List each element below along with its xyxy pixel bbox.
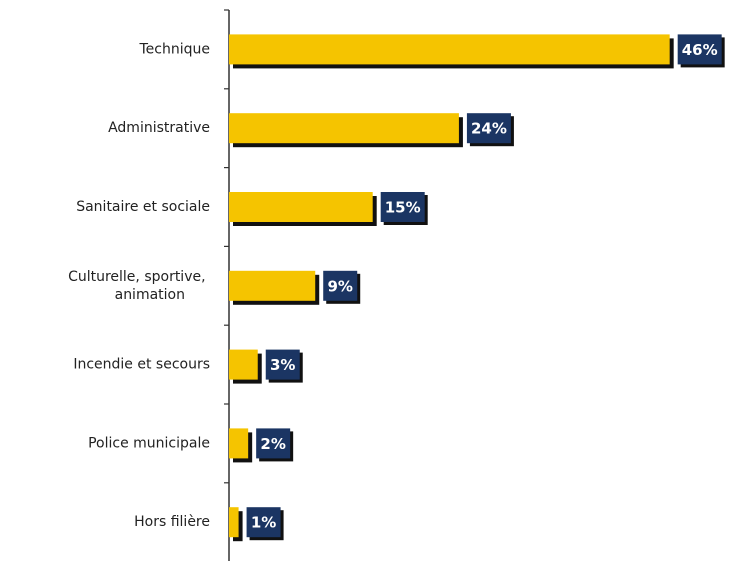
bar <box>229 507 239 538</box>
bar <box>229 192 373 222</box>
bar <box>229 34 670 65</box>
value-label-box <box>256 428 291 459</box>
category-label: Incendie et secours <box>73 357 210 373</box>
category-label: Sanitaire et sociale <box>76 199 210 215</box>
category-label: Hors filière <box>134 514 210 530</box>
value-label-box <box>265 349 300 380</box>
value-label: 1% <box>251 514 276 532</box>
category-label: Administrative <box>108 120 210 136</box>
value-label-box <box>466 113 511 144</box>
value-label: 2% <box>260 435 285 453</box>
value-label-box <box>380 192 425 222</box>
value-label-box <box>677 34 722 65</box>
bar <box>229 428 249 459</box>
value-label-box <box>246 507 281 538</box>
category-label: Culturelle, sportive, animation <box>68 269 210 303</box>
value-label: 9% <box>327 277 352 295</box>
value-label: 46% <box>682 41 718 59</box>
value-label: 24% <box>471 120 507 138</box>
category-label: Police municipale <box>88 435 210 451</box>
category-label: Technique <box>139 41 211 57</box>
value-label: 15% <box>385 199 421 217</box>
value-label: 3% <box>270 356 295 374</box>
value-label-box <box>323 270 358 301</box>
bar <box>229 113 459 144</box>
bar <box>229 270 316 301</box>
bar <box>229 349 258 380</box>
